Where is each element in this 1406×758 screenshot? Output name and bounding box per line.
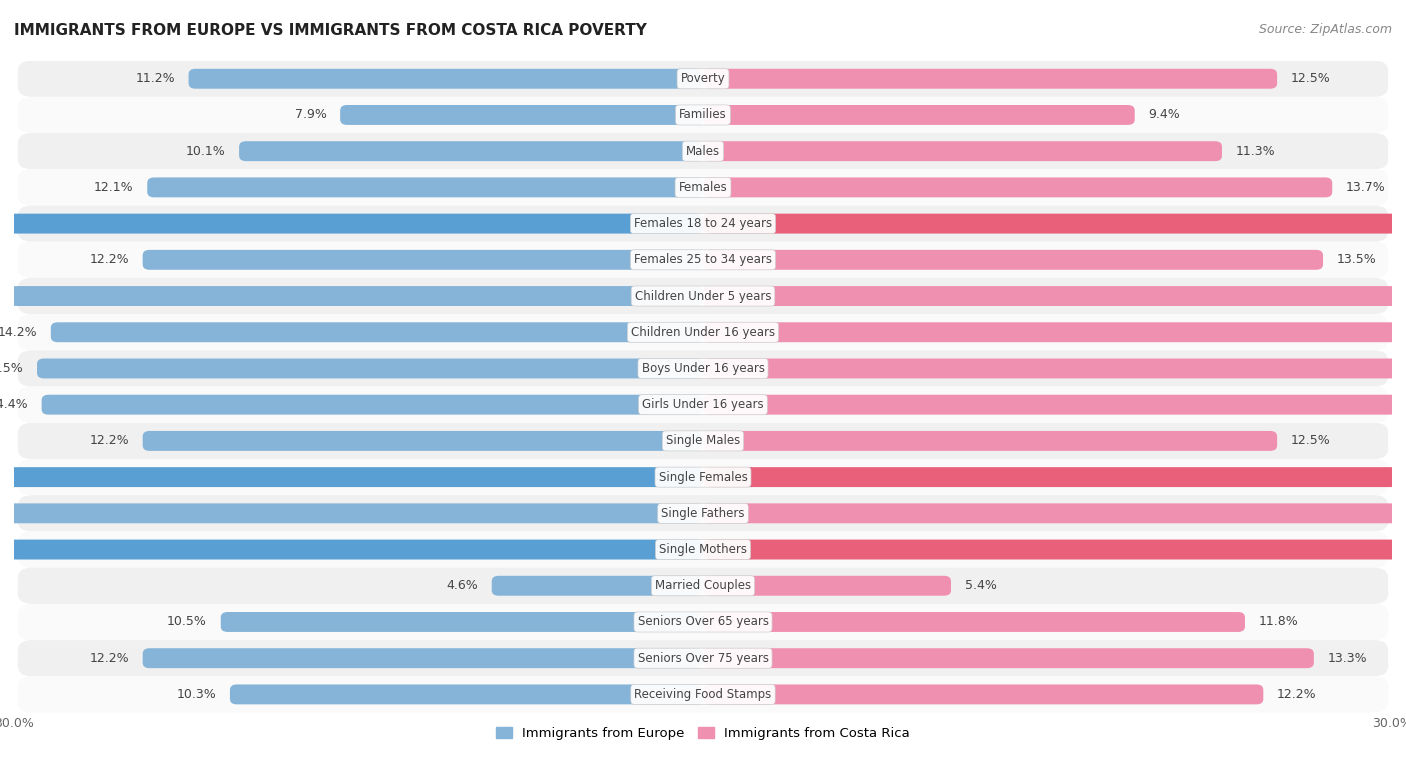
FancyBboxPatch shape xyxy=(0,467,703,487)
FancyBboxPatch shape xyxy=(703,612,1244,632)
FancyBboxPatch shape xyxy=(18,97,1388,133)
Text: Females 18 to 24 years: Females 18 to 24 years xyxy=(634,217,772,230)
FancyBboxPatch shape xyxy=(703,503,1406,523)
Text: Single Females: Single Females xyxy=(658,471,748,484)
Text: 12.2%: 12.2% xyxy=(1277,688,1317,701)
Text: Children Under 5 years: Children Under 5 years xyxy=(634,290,772,302)
FancyBboxPatch shape xyxy=(703,684,1264,704)
FancyBboxPatch shape xyxy=(142,648,703,668)
FancyBboxPatch shape xyxy=(221,612,703,632)
FancyBboxPatch shape xyxy=(18,387,1388,423)
FancyBboxPatch shape xyxy=(492,576,703,596)
FancyBboxPatch shape xyxy=(18,568,1388,604)
FancyBboxPatch shape xyxy=(51,322,703,342)
Text: 13.7%: 13.7% xyxy=(1346,181,1386,194)
Text: IMMIGRANTS FROM EUROPE VS IMMIGRANTS FROM COSTA RICA POVERTY: IMMIGRANTS FROM EUROPE VS IMMIGRANTS FRO… xyxy=(14,23,647,38)
FancyBboxPatch shape xyxy=(0,503,703,523)
Text: 4.6%: 4.6% xyxy=(446,579,478,592)
FancyBboxPatch shape xyxy=(142,431,703,451)
Text: 9.4%: 9.4% xyxy=(1149,108,1180,121)
Text: 12.5%: 12.5% xyxy=(1291,434,1330,447)
FancyBboxPatch shape xyxy=(703,467,1406,487)
Text: Boys Under 16 years: Boys Under 16 years xyxy=(641,362,765,375)
Text: 14.2%: 14.2% xyxy=(0,326,37,339)
FancyBboxPatch shape xyxy=(703,431,1277,451)
FancyBboxPatch shape xyxy=(703,69,1277,89)
FancyBboxPatch shape xyxy=(703,105,1135,125)
Text: Source: ZipAtlas.com: Source: ZipAtlas.com xyxy=(1258,23,1392,36)
FancyBboxPatch shape xyxy=(188,69,703,89)
FancyBboxPatch shape xyxy=(18,314,1388,350)
Text: 11.8%: 11.8% xyxy=(1258,615,1299,628)
Text: Families: Families xyxy=(679,108,727,121)
FancyBboxPatch shape xyxy=(18,495,1388,531)
Text: Girls Under 16 years: Girls Under 16 years xyxy=(643,398,763,411)
FancyBboxPatch shape xyxy=(18,604,1388,640)
FancyBboxPatch shape xyxy=(231,684,703,704)
FancyBboxPatch shape xyxy=(18,676,1388,713)
FancyBboxPatch shape xyxy=(703,214,1406,233)
FancyBboxPatch shape xyxy=(239,141,703,161)
Text: Seniors Over 75 years: Seniors Over 75 years xyxy=(637,652,769,665)
FancyBboxPatch shape xyxy=(18,61,1388,97)
Legend: Immigrants from Europe, Immigrants from Costa Rica: Immigrants from Europe, Immigrants from … xyxy=(491,722,915,745)
Text: Females 25 to 34 years: Females 25 to 34 years xyxy=(634,253,772,266)
Text: Poverty: Poverty xyxy=(681,72,725,85)
Text: Married Couples: Married Couples xyxy=(655,579,751,592)
FancyBboxPatch shape xyxy=(18,169,1388,205)
FancyBboxPatch shape xyxy=(42,395,703,415)
Text: 14.4%: 14.4% xyxy=(0,398,28,411)
Text: 10.5%: 10.5% xyxy=(167,615,207,628)
Text: 10.1%: 10.1% xyxy=(186,145,225,158)
Text: 13.5%: 13.5% xyxy=(1337,253,1376,266)
FancyBboxPatch shape xyxy=(37,359,703,378)
FancyBboxPatch shape xyxy=(703,141,1222,161)
FancyBboxPatch shape xyxy=(18,531,1388,568)
FancyBboxPatch shape xyxy=(703,395,1406,415)
Text: 12.2%: 12.2% xyxy=(89,434,129,447)
Text: Single Mothers: Single Mothers xyxy=(659,543,747,556)
Text: Receiving Food Stamps: Receiving Food Stamps xyxy=(634,688,772,701)
FancyBboxPatch shape xyxy=(703,359,1406,378)
FancyBboxPatch shape xyxy=(340,105,703,125)
FancyBboxPatch shape xyxy=(703,576,950,596)
FancyBboxPatch shape xyxy=(148,177,703,197)
Text: Single Fathers: Single Fathers xyxy=(661,507,745,520)
Text: 13.3%: 13.3% xyxy=(1327,652,1367,665)
FancyBboxPatch shape xyxy=(18,423,1388,459)
FancyBboxPatch shape xyxy=(142,250,703,270)
FancyBboxPatch shape xyxy=(703,177,1333,197)
Text: 12.1%: 12.1% xyxy=(94,181,134,194)
FancyBboxPatch shape xyxy=(18,640,1388,676)
FancyBboxPatch shape xyxy=(18,133,1388,169)
Text: Single Males: Single Males xyxy=(666,434,740,447)
Text: 14.5%: 14.5% xyxy=(0,362,24,375)
FancyBboxPatch shape xyxy=(703,540,1406,559)
Text: Females: Females xyxy=(679,181,727,194)
FancyBboxPatch shape xyxy=(703,286,1406,306)
FancyBboxPatch shape xyxy=(703,322,1406,342)
Text: Seniors Over 65 years: Seniors Over 65 years xyxy=(637,615,769,628)
Text: 11.2%: 11.2% xyxy=(135,72,174,85)
FancyBboxPatch shape xyxy=(703,648,1313,668)
Text: 5.4%: 5.4% xyxy=(965,579,997,592)
Text: 12.5%: 12.5% xyxy=(1291,72,1330,85)
Text: 10.3%: 10.3% xyxy=(176,688,217,701)
FancyBboxPatch shape xyxy=(18,350,1388,387)
FancyBboxPatch shape xyxy=(0,214,703,233)
Text: 11.3%: 11.3% xyxy=(1236,145,1275,158)
Text: 12.2%: 12.2% xyxy=(89,652,129,665)
FancyBboxPatch shape xyxy=(18,205,1388,242)
Text: Children Under 16 years: Children Under 16 years xyxy=(631,326,775,339)
FancyBboxPatch shape xyxy=(703,250,1323,270)
FancyBboxPatch shape xyxy=(0,540,703,559)
Text: 12.2%: 12.2% xyxy=(89,253,129,266)
Text: 7.9%: 7.9% xyxy=(294,108,326,121)
FancyBboxPatch shape xyxy=(10,286,703,306)
FancyBboxPatch shape xyxy=(18,459,1388,495)
FancyBboxPatch shape xyxy=(18,242,1388,278)
Text: Males: Males xyxy=(686,145,720,158)
FancyBboxPatch shape xyxy=(18,278,1388,314)
